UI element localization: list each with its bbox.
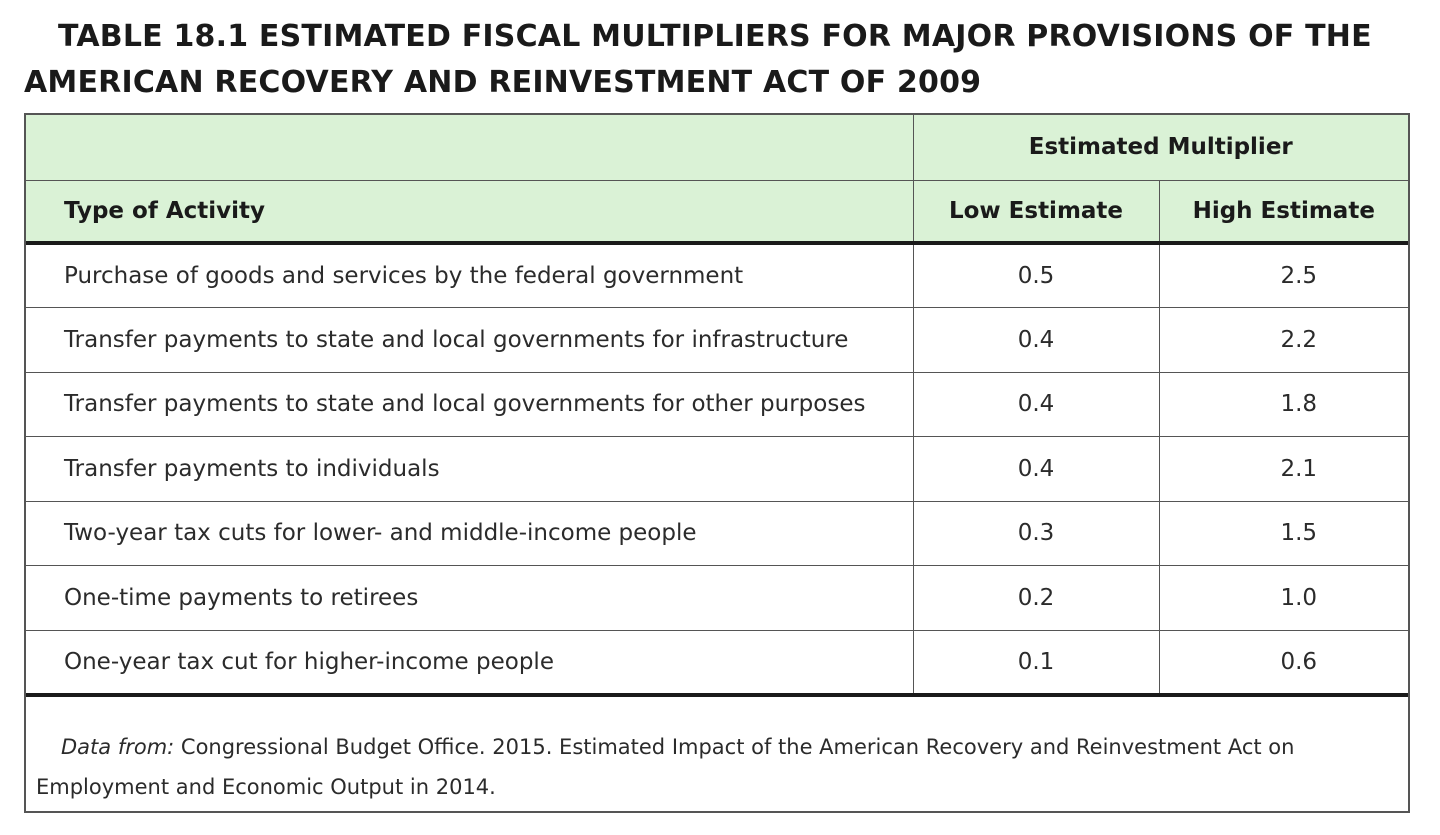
estimated-multiplier-header: Estimated Multiplier (912, 115, 1408, 181)
low-estimate-cell: 0.1 (912, 629, 1160, 697)
table-group-header-row: Estimated Multiplier (26, 115, 1408, 181)
activity-cell: Transfer payments to individuals (26, 436, 914, 502)
table-row: Transfer payments to individuals 0.4 2.1 (26, 436, 1408, 502)
high-estimate-cell: 2.2 (1158, 307, 1408, 373)
multiplier-table: Estimated Multiplier Type of Activity Lo… (26, 115, 1408, 697)
activity-cell: Two-year tax cuts for lower- and middle-… (26, 500, 914, 566)
low-estimate-cell: 0.2 (912, 565, 1160, 631)
low-estimate-cell: 0.4 (912, 436, 1160, 502)
table-row: One-time payments to retirees 0.2 1.0 (26, 565, 1408, 631)
table-row: Transfer payments to state and local gov… (26, 307, 1408, 373)
table-row: Transfer payments to state and local gov… (26, 371, 1408, 437)
table-row: Purchase of goods and services by the fe… (26, 242, 1408, 308)
high-estimate-cell: 0.6 (1158, 629, 1408, 697)
low-estimate-header: Low Estimate (912, 179, 1160, 245)
activity-cell: One-year tax cut for higher-income peopl… (26, 629, 914, 697)
header-empty-cell (26, 115, 914, 181)
high-estimate-cell: 2.1 (1158, 436, 1408, 502)
source-label: Data from: (61, 734, 175, 759)
table-title: TABLE 18.1 ESTIMATED FISCAL MULTIPLIERS … (24, 19, 1372, 100)
type-of-activity-header: Type of Activity (26, 179, 914, 245)
activity-cell: Purchase of goods and services by the fe… (26, 242, 914, 308)
activity-cell: One-time payments to retirees (26, 565, 914, 631)
table-row: Two-year tax cuts for lower- and middle-… (26, 500, 1408, 566)
high-estimate-header: High Estimate (1158, 179, 1408, 245)
low-estimate-cell: 0.4 (912, 371, 1160, 437)
activity-cell: Transfer payments to state and local gov… (26, 307, 914, 373)
high-estimate-cell: 1.5 (1158, 500, 1408, 566)
high-estimate-cell: 2.5 (1158, 242, 1408, 308)
activity-cell: Transfer payments to state and local gov… (26, 371, 914, 437)
high-estimate-cell: 1.8 (1158, 371, 1408, 437)
low-estimate-cell: 0.3 (912, 500, 1160, 566)
multiplier-table-container: Estimated Multiplier Type of Activity Lo… (24, 113, 1410, 813)
table-row: One-year tax cut for higher-income peopl… (26, 629, 1408, 697)
source-note: Data from: Congressional Budget Office. … (26, 697, 1408, 807)
table-column-header-row: Type of Activity Low Estimate High Estim… (26, 179, 1408, 245)
low-estimate-cell: 0.5 (912, 242, 1160, 308)
low-estimate-cell: 0.4 (912, 307, 1160, 373)
high-estimate-cell: 1.0 (1158, 565, 1408, 631)
source-text: Congressional Budget Office. 2015. Estim… (36, 734, 1295, 799)
